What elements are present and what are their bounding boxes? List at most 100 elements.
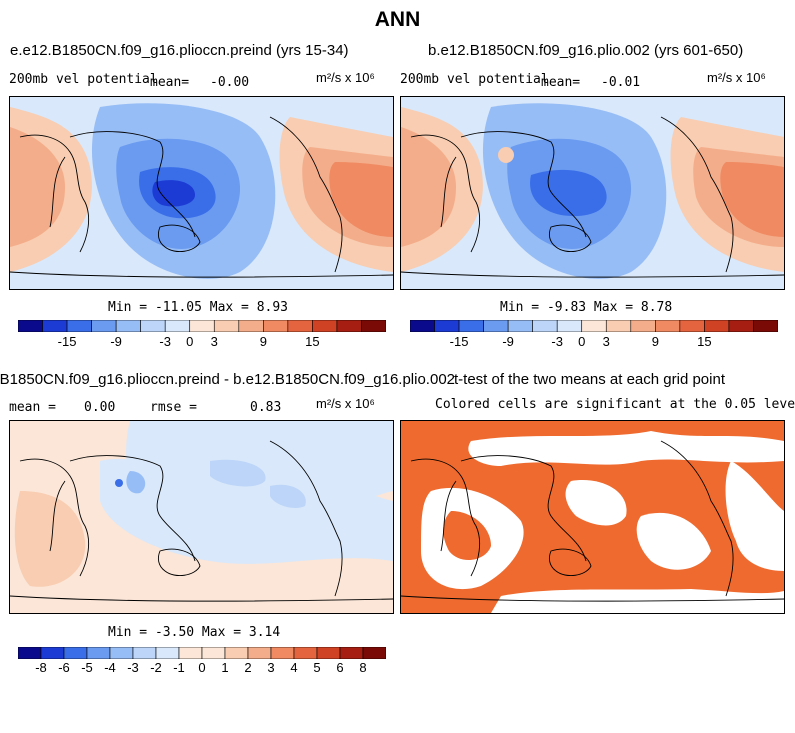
panel2-colorbar [410,320,778,332]
colorbar-swatch [238,320,264,332]
colorbar-tick-label: 0 [578,334,586,349]
colorbar-swatch [507,320,533,332]
colorbar-tick-label: 9 [651,334,659,349]
colorbar-swatch [434,320,460,332]
panel3-title: e.e12.B1850CN.f09_g16.plioccn.preind - b… [0,371,455,388]
colorbar-swatch [224,647,249,659]
panel2-map [400,96,785,290]
colorbar-tick-label: 2 [244,660,252,675]
colorbar-swatch [704,320,730,332]
colorbar-tick-label: -5 [81,660,93,675]
colorbar-swatch [263,320,289,332]
colorbar-swatch [63,647,88,659]
panel1-map [9,96,394,290]
colorbar-swatch [201,647,226,659]
colorbar-swatch [270,647,295,659]
colorbar-tick-label: 0 [186,334,194,349]
colorbar-swatch [316,647,341,659]
colorbar-swatch [109,647,134,659]
panel4-title: t-test of the two means at each grid poi… [454,371,725,388]
page-title: ANN [374,8,421,31]
colorbar-tick-label: -1 [173,660,185,675]
colorbar-swatch [42,320,68,332]
colorbar-tick-label: -4 [104,660,116,675]
colorbar-swatch [339,647,364,659]
colorbar-tick-label: 1 [221,660,229,675]
panel1-colorbar [18,320,386,332]
colorbar-swatch [18,320,43,332]
colorbar-swatch [132,647,157,659]
panel3-rmse-value: 0.83 [250,400,282,415]
panel3-rmse-label: rmse = [150,400,197,415]
panel3-colorbar-ticks: -8 -6 -5 -4 -3 -2 -1 0 1 2 3 4 5 6 8 [18,660,386,676]
colorbar-tick-label: -3 [159,334,171,349]
colorbar-tick-label: 3 [267,660,275,675]
colorbar-swatch [140,320,166,332]
colorbar-swatch [336,320,362,332]
colorbar-swatch [86,647,111,659]
panel3-mean-label: mean = [9,400,56,415]
panel3-colorbar [18,647,386,659]
panel1-units: m²/s x 10⁶ [316,70,375,85]
panel1-variable-label: 200mb vel potential [9,72,158,87]
colorbar-tick-label: -3 [127,660,139,675]
colorbar-tick-label: 3 [602,334,610,349]
colorbar-swatch [164,320,191,332]
colorbar-tick-label: 5 [313,660,321,675]
panel1-colorbar-ticks: -15 -9 -3 0 3 9 15 [18,334,386,350]
colorbar-swatch [18,647,42,659]
colorbar-tick-label: 3 [210,334,218,349]
colorbar-tick-label: 8 [359,660,367,675]
panel2-variable-label: 200mb vel potential [400,72,549,87]
colorbar-swatch [458,320,484,332]
panel1-title: e.e12.B1850CN.f09_g16.plioccn.preind (yr… [10,42,349,59]
colorbar-swatch [91,320,117,332]
panel3-units: m²/s x 10⁶ [316,396,375,411]
colorbar-swatch [605,320,632,332]
colorbar-tick-label: 15 [305,334,320,349]
panel1-mean-value: -0.00 [210,75,250,90]
colorbar-swatch [679,320,705,332]
colorbar-tick-label: -6 [58,660,70,675]
colorbar-swatch [213,320,240,332]
colorbar-tick-label: 9 [259,334,267,349]
colorbar-swatch [155,647,180,659]
panel4-subtitle: Colored cells are significant at the 0.0… [435,397,795,412]
panel1-minmax: Min = -11.05 Max = 8.93 [108,300,289,315]
panel3-title-clip: e.e12.B1850CN.f09_g16.plioccn.preind - b… [0,371,455,391]
colorbar-swatch [362,647,386,659]
panel3-map [9,420,394,614]
colorbar-swatch [312,320,338,332]
colorbar-tick-label: 4 [290,660,298,675]
colorbar-swatch [115,320,141,332]
colorbar-tick-label: -2 [150,660,162,675]
colorbar-swatch [532,320,558,332]
colorbar-swatch [287,320,313,332]
panel2-mean-value: -0.01 [601,75,641,90]
colorbar-swatch [655,320,681,332]
colorbar-swatch [630,320,656,332]
colorbar-tick-label: 15 [697,334,712,349]
colorbar-tick-label: -3 [551,334,563,349]
colorbar-tick-label: -9 [110,334,122,349]
colorbar-swatch [361,320,386,332]
colorbar-swatch [189,320,215,332]
colorbar-swatch [247,647,272,659]
colorbar-swatch [483,320,509,332]
colorbar-swatch [753,320,778,332]
panel2-minmax: Min = -9.83 Max = 8.78 [500,300,673,315]
colorbar-swatch [293,647,318,659]
colorbar-tick-label: 0 [198,660,206,675]
panel1-mean-label: mean= [150,75,190,90]
colorbar-tick-label: -9 [502,334,514,349]
colorbar-swatch [410,320,435,332]
panel3-mean-value: 0.00 [84,400,116,415]
colorbar-swatch [556,320,583,332]
colorbar-swatch [66,320,92,332]
panel4-map [400,420,785,614]
panel2-colorbar-ticks: -15 -9 -3 0 3 9 15 [410,334,778,350]
panel3-minmax: Min = -3.50 Max = 3.14 [108,625,281,640]
colorbar-swatch [728,320,754,332]
colorbar-tick-label: -15 [449,334,469,349]
colorbar-tick-label: -15 [57,334,77,349]
